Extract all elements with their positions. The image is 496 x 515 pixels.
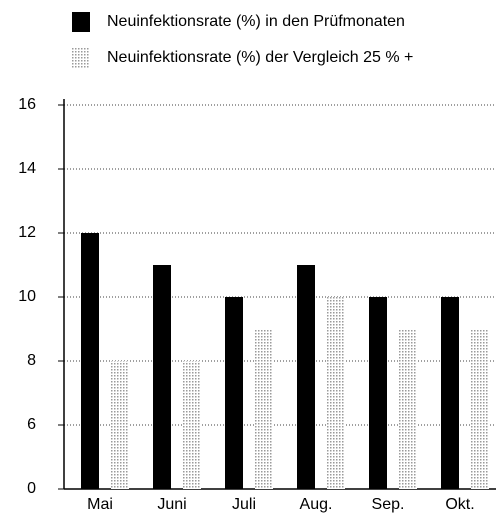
bar [327, 297, 345, 489]
bar [471, 329, 489, 489]
bar [441, 297, 459, 489]
x-tick-label: Okt. [445, 496, 474, 513]
bar [297, 265, 315, 489]
bar [81, 233, 99, 489]
bar [183, 361, 201, 489]
x-tick-label: Aug. [300, 496, 333, 513]
x-tick-label: Sep. [372, 496, 405, 513]
y-tick-label: 0 [27, 480, 36, 497]
legend-label: Neuinfektionsrate (%) der Vergleich 25 %… [107, 49, 413, 66]
x-tick-label: Juni [157, 496, 186, 513]
y-tick-label: 16 [18, 96, 36, 113]
bar [111, 361, 129, 489]
bar [225, 297, 243, 489]
bar [153, 265, 171, 489]
bar [255, 329, 273, 489]
legend-label: Neuinfektionsrate (%) in den Prüfmonaten [107, 13, 405, 30]
y-tick-label: 8 [27, 352, 36, 369]
x-tick-label: Juli [232, 496, 256, 513]
y-tick-label: 12 [18, 224, 36, 241]
x-tick-label: Mai [87, 496, 113, 513]
legend-swatch [72, 48, 90, 68]
y-tick-label: 14 [18, 160, 36, 177]
legend-swatch [72, 12, 90, 32]
y-tick-label: 6 [27, 416, 36, 433]
bar [369, 297, 387, 489]
bar [399, 329, 417, 489]
y-tick-label: 10 [18, 288, 36, 305]
